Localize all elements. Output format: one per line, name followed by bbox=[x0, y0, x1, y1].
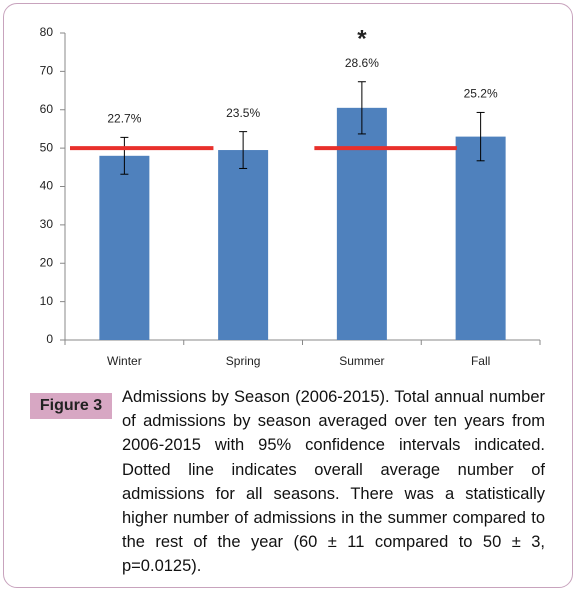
y-tick-label: 30 bbox=[40, 217, 54, 231]
significance-mark: * bbox=[357, 25, 367, 52]
annotation: 23.5% bbox=[226, 106, 260, 120]
x-tick-label: Fall bbox=[471, 354, 490, 368]
x-tick-label: Spring bbox=[226, 354, 261, 368]
y-tick-label: 40 bbox=[40, 179, 54, 193]
annotation: 22.7% bbox=[107, 112, 141, 126]
error-bar bbox=[357, 81, 366, 135]
y-tick-label: 20 bbox=[40, 255, 54, 269]
x-tick-label: Summer bbox=[339, 354, 384, 368]
frame bbox=[3, 3, 573, 588]
y-tick-label: 80 bbox=[40, 25, 54, 39]
chart: 0 10 20 30 40 50 60 70 80 Winter 22.7% Spring 23.5% S… bbox=[40, 25, 541, 368]
y-tick-label: 0 bbox=[46, 332, 53, 346]
caption-text: Admissions by Season (2006-2015). Total … bbox=[122, 388, 545, 576]
bar bbox=[336, 107, 387, 340]
y-tick-label: 50 bbox=[40, 140, 54, 154]
y-tick-label: 70 bbox=[40, 64, 54, 78]
annotation: 25.2% bbox=[464, 87, 498, 101]
y-tick-label: 60 bbox=[40, 102, 54, 116]
y-tick-label: 10 bbox=[40, 294, 54, 308]
error-bar bbox=[120, 136, 129, 175]
figure-label: Figure 3 bbox=[30, 393, 112, 419]
annotation: 28.6% bbox=[345, 56, 379, 70]
bar bbox=[455, 136, 506, 340]
error-bar bbox=[239, 131, 248, 169]
bar bbox=[99, 155, 150, 340]
error-bar bbox=[476, 111, 485, 162]
bar bbox=[218, 150, 269, 340]
x-tick-label: Winter bbox=[107, 354, 142, 368]
